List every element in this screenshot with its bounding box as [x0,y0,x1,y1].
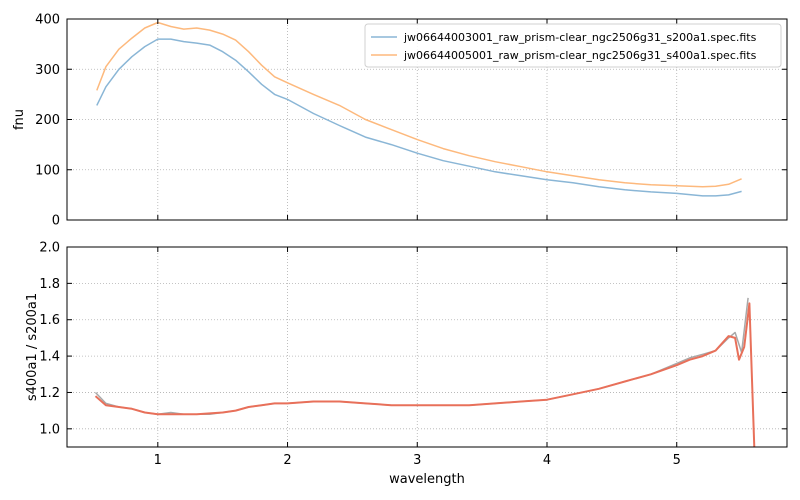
fnu-spectrum-panel: 0 100 200 300 400 fnu jw06644003001_raw_prism-… [12,13,788,229]
plot-frame [66,246,788,448]
ratio-panel: 1 2 3 4 5 1.0 1.2 1.4 1.6 1.8 2.0 s400a1 / s200a1 wa… [25,241,788,487]
y-tick-label: 1.0 [39,422,60,437]
y-tick-label: 1.2 [39,386,60,401]
legend-label-2: jw06644005001_raw_prism-clear_ngc2506g31… [403,49,757,62]
y-tick-label: 400 [35,13,60,28]
series-line-2 [96,21,742,188]
y-axis-label: fnu [12,109,27,130]
legend-box [364,23,782,68]
legend: jw06644003001_raw_prism-clear_ngc2506g31… [364,23,782,68]
y-tick-label: 1.4 [39,350,60,365]
y-axis-label: s400a1 / s200a1 [25,293,40,401]
x-tick-label: 5 [673,453,681,468]
x-tick-label: 2 [283,453,291,468]
y-tick-label: 100 [35,163,60,178]
x-tick-label: 3 [413,453,421,468]
x-axis-label: wavelength [389,472,465,487]
y-tick-label: 1.8 [39,277,60,292]
series-line-2 [94,302,756,447]
x-tick-label: 4 [543,453,551,468]
y-tick-label: 300 [35,63,60,78]
x-tick-label: 1 [154,453,162,468]
legend-label-1: jw06644003001_raw_prism-clear_ngc2506g31… [403,31,757,44]
y-tick-label: 200 [35,113,60,128]
y-tick-label: 0 [52,214,60,229]
series-line-1 [96,38,742,197]
y-tick-label: 2.0 [39,241,60,256]
y-tick-label: 1.6 [39,313,60,328]
